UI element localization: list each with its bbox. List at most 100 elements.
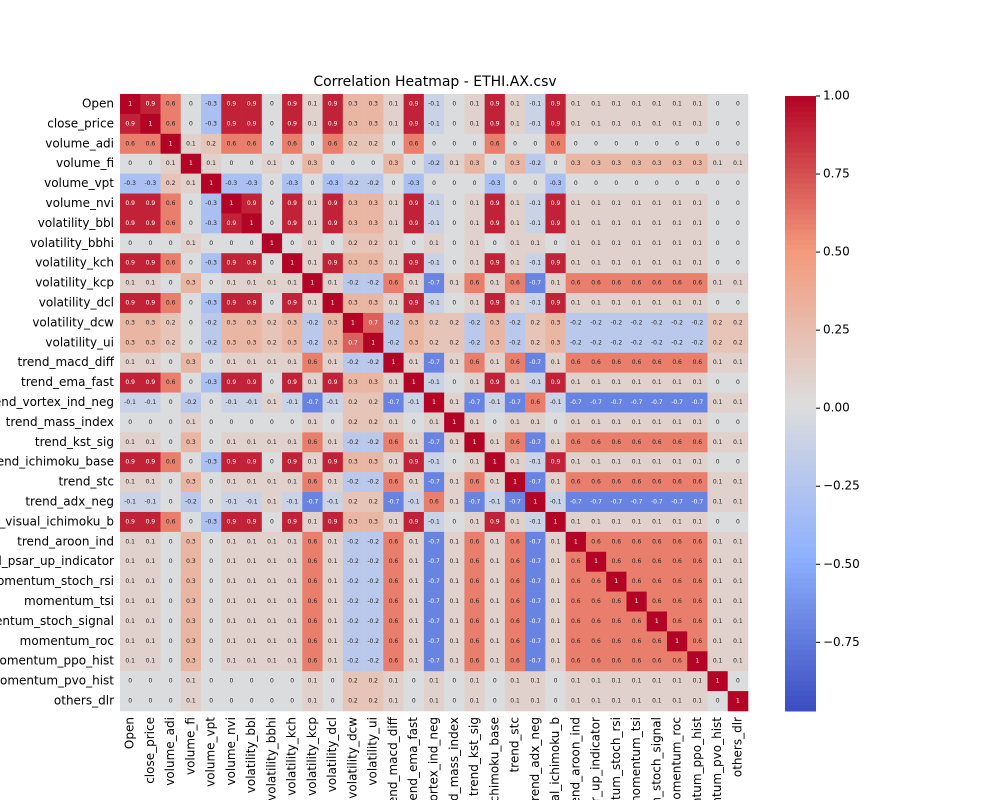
heatmap-cell <box>302 153 323 174</box>
heatmap-cell <box>666 432 688 453</box>
cell-annotation: 0.9 <box>247 459 257 466</box>
heatmap-cell <box>626 372 648 393</box>
heatmap-cell <box>160 671 182 692</box>
cell-annotation: 0 <box>452 299 456 306</box>
heatmap-cell <box>363 531 384 553</box>
cell-annotation: -0.2 <box>469 339 481 346</box>
heatmap-cell <box>241 372 263 393</box>
cell-annotation: 0.1 <box>693 100 703 107</box>
colorbar-segment <box>785 695 816 702</box>
heatmap-cell <box>525 571 546 592</box>
cell-annotation: 0.6 <box>510 558 520 565</box>
heatmap-cell <box>545 452 566 473</box>
cell-annotation: 0.1 <box>632 459 642 466</box>
cell-annotation: 0.1 <box>693 220 703 227</box>
cell-annotation: 0.6 <box>166 120 176 127</box>
cell-annotation: 0.6 <box>551 140 561 147</box>
cell-annotation: 0.1 <box>389 419 399 426</box>
heatmap-cell <box>383 511 404 533</box>
cell-annotation: 0.1 <box>146 598 156 605</box>
cell-annotation: -0.3 <box>205 299 217 306</box>
heatmap-cell <box>302 173 323 194</box>
cell-annotation: 0.1 <box>632 299 642 306</box>
cell-annotation: 0.1 <box>612 260 622 267</box>
heatmap-cell <box>545 293 566 314</box>
cell-annotation: 0.1 <box>693 419 703 426</box>
cell-annotation: 0.1 <box>125 538 135 545</box>
colorbar-segment <box>785 424 816 430</box>
cell-annotation: 0 <box>716 240 720 247</box>
heatmap-cell <box>707 492 729 513</box>
cell-annotation: 1 <box>148 120 152 127</box>
heatmap-cell <box>525 631 546 652</box>
heatmap-cell <box>565 432 587 453</box>
heatmap-cell <box>565 153 587 174</box>
cell-annotation: 0.3 <box>227 319 237 326</box>
cell-annotation: 0.1 <box>733 359 743 366</box>
cell-annotation: 0.1 <box>227 359 237 366</box>
cell-annotation: 0.1 <box>713 538 723 545</box>
cell-annotation: 0.1 <box>409 479 419 486</box>
cell-annotation: 0.1 <box>591 220 601 227</box>
heatmap-cell <box>626 511 648 533</box>
heatmap-cell <box>646 452 668 473</box>
heatmap-cell <box>180 312 202 334</box>
heatmap-cell <box>585 173 607 194</box>
cell-annotation: 0.1 <box>328 439 338 446</box>
cell-annotation: 0.3 <box>186 618 196 625</box>
heatmap-cell <box>565 233 587 254</box>
cell-annotation: -0.1 <box>428 220 440 227</box>
cell-annotation: -0.2 <box>651 319 663 326</box>
cell-annotation: 0.6 <box>470 479 480 486</box>
heatmap-cell <box>545 631 566 652</box>
heatmap-cell <box>241 631 263 652</box>
heatmap-cell <box>342 412 364 433</box>
cell-annotation: 0.1 <box>510 518 520 525</box>
heatmap-cell <box>282 293 303 314</box>
colorbar-segment <box>785 142 816 148</box>
cell-annotation: 0.1 <box>672 678 682 685</box>
cell-annotation: 0.9 <box>227 518 237 525</box>
heatmap-cell <box>707 412 729 433</box>
colorbar-segment <box>785 670 816 676</box>
colorbar-segment <box>785 213 816 220</box>
cell-annotation: 0.1 <box>186 419 196 426</box>
heatmap-cell <box>727 233 749 254</box>
cell-annotation: -0.2 <box>347 359 359 366</box>
cell-annotation: 0 <box>270 140 274 147</box>
colorbar-segment <box>785 654 816 661</box>
cell-annotation: 0.1 <box>389 100 399 107</box>
heatmap-cell <box>646 213 668 234</box>
heatmap-cell <box>545 94 566 115</box>
heatmap-cell <box>201 293 222 314</box>
cell-annotation: 0.1 <box>389 240 399 247</box>
heatmap-cell <box>282 372 303 393</box>
cell-annotation: 0 <box>452 260 456 267</box>
cell-annotation: 0.1 <box>693 240 703 247</box>
heatmap-cell <box>565 173 587 194</box>
heatmap-cell <box>727 113 749 135</box>
colorbar-segment <box>785 639 816 645</box>
cell-annotation: -0.1 <box>226 499 238 506</box>
heatmap-cell <box>120 511 141 533</box>
x-tick-label: volatility_bbhi <box>264 717 278 800</box>
heatmap-cell <box>484 472 506 493</box>
cell-annotation: 0.2 <box>429 319 439 326</box>
cell-annotation: 1 <box>574 538 578 545</box>
cell-annotation: 0 <box>695 140 699 147</box>
heatmap-cell <box>140 173 161 194</box>
y-tick-label: momentum_stoch_signal <box>0 614 114 628</box>
heatmap-cell <box>221 551 242 572</box>
cell-annotation: 0.1 <box>490 359 500 366</box>
heatmap-cell <box>201 253 222 274</box>
heatmap-cell <box>545 113 566 135</box>
heatmap-cell <box>180 571 202 592</box>
heatmap-cell <box>545 332 566 354</box>
cell-annotation: 0.2 <box>713 319 723 326</box>
cell-annotation: 1 <box>675 638 679 645</box>
heatmap-cell <box>545 372 566 393</box>
heatmap-cell <box>261 651 283 672</box>
heatmap-cell <box>261 671 283 692</box>
heatmap-cell <box>322 412 344 433</box>
cell-annotation: 0.1 <box>672 120 682 127</box>
